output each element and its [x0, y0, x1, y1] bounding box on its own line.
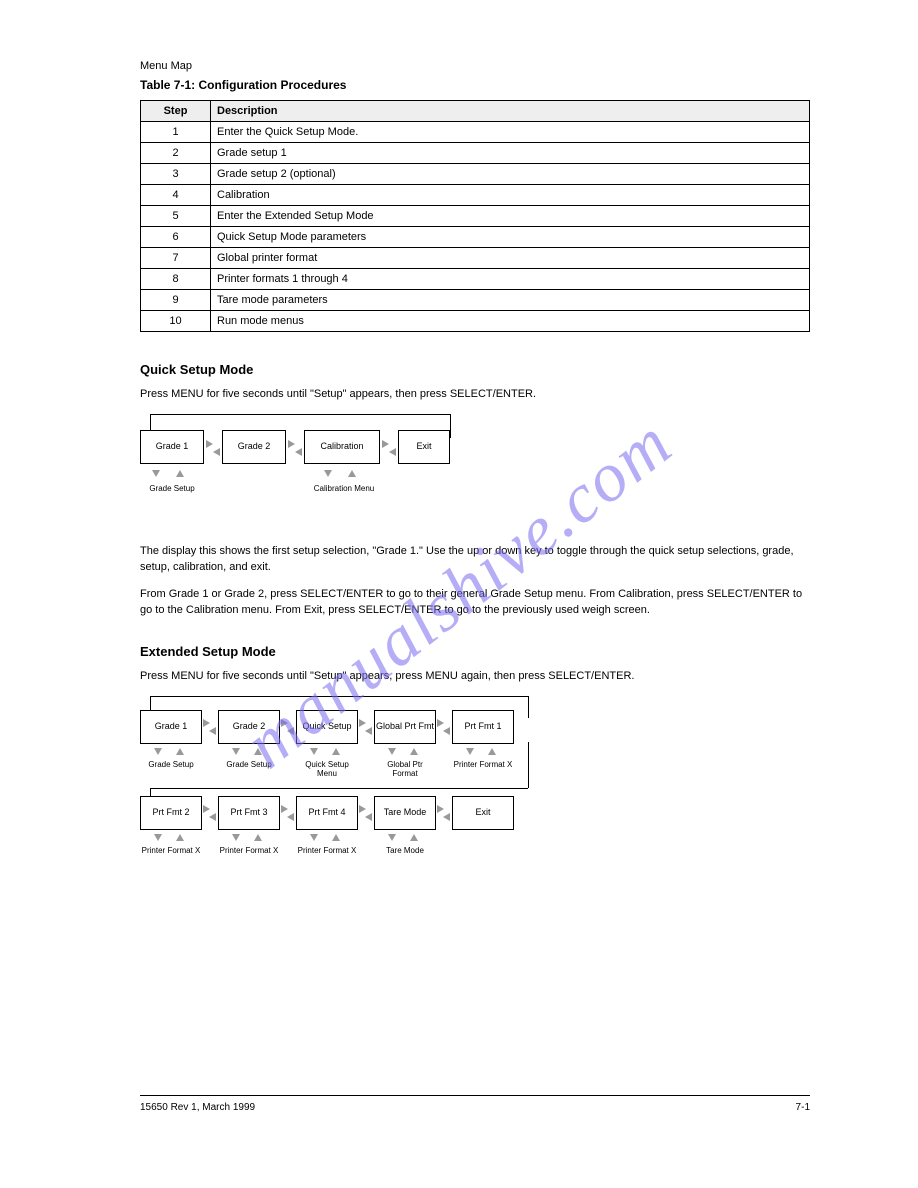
- table-row: 3Grade setup 2 (optional): [141, 164, 810, 185]
- quick-para2: From Grade 1 or Grade 2, press SELECT/EN…: [140, 587, 810, 618]
- ext-below-label: Grade Setup: [140, 760, 202, 769]
- table-row: 1Enter the Quick Setup Mode.: [141, 122, 810, 143]
- table-header-row: Step Description: [141, 101, 810, 122]
- cell-desc: Enter the Extended Setup Mode: [211, 206, 810, 227]
- quick-intro: Press MENU for five seconds until "Setup…: [140, 387, 810, 402]
- quick-below2: Calibration Menu: [308, 484, 380, 493]
- cell-step: 4: [141, 185, 211, 206]
- cell-desc: Run mode menus: [211, 311, 810, 332]
- quick-below1: Grade Setup: [142, 484, 202, 493]
- extended-diagram: Grade 1 Grade Setup Grade 2 Grade Setup Quic…: [140, 696, 810, 896]
- cell-step: 10: [141, 311, 211, 332]
- ext-box: Quick Setup: [296, 710, 358, 744]
- table-row: 7Global printer format: [141, 248, 810, 269]
- ext-below-label: Grade Setup: [218, 760, 280, 769]
- cell-step: 6: [141, 227, 211, 248]
- table-row: 5Enter the Extended Setup Mode: [141, 206, 810, 227]
- box-grade1: Grade 1: [140, 430, 204, 464]
- table-row: 4Calibration: [141, 185, 810, 206]
- page-content: Menu Map Table 7-1: Configuration Proced…: [140, 60, 810, 896]
- ext-box: Grade 2: [218, 710, 280, 744]
- ext-box: Grade 1: [140, 710, 202, 744]
- ext-box: Prt Fmt 2: [140, 796, 202, 830]
- ext-below-label: Tare Mode: [374, 846, 436, 855]
- cell-step: 1: [141, 122, 211, 143]
- ext-box: Global Prt Fmt: [374, 710, 436, 744]
- section-header: Menu Map: [140, 60, 810, 72]
- table-title: Table 7-1: Configuration Procedures: [140, 78, 810, 92]
- table-row: 10Run mode menus: [141, 311, 810, 332]
- cell-desc: Enter the Quick Setup Mode.: [211, 122, 810, 143]
- ext-below-label: Printer Format X: [296, 846, 358, 855]
- cell-desc: Printer formats 1 through 4: [211, 269, 810, 290]
- cell-desc: Calibration: [211, 185, 810, 206]
- cell-step: 8: [141, 269, 211, 290]
- ext-below-label: Printer Format X: [452, 760, 514, 769]
- cell-step: 3: [141, 164, 211, 185]
- cell-desc: Global printer format: [211, 248, 810, 269]
- table-row: 2Grade setup 1: [141, 143, 810, 164]
- col-step: Step: [141, 101, 211, 122]
- footer-right: 7-1: [796, 1102, 810, 1113]
- ext-box: Prt Fmt 1: [452, 710, 514, 744]
- quick-diagram: Grade 1 Grade 2 Calibration Exit Grade S…: [140, 414, 810, 534]
- table-row: 8Printer formats 1 through 4: [141, 269, 810, 290]
- cell-step: 9: [141, 290, 211, 311]
- quick-para1: The display this shows the first setup s…: [140, 544, 810, 575]
- table-row: 6Quick Setup Mode parameters: [141, 227, 810, 248]
- ext-below-label: Global Ptr Format: [374, 760, 436, 778]
- footer-rule: [140, 1095, 810, 1096]
- cell-step: 7: [141, 248, 211, 269]
- box-grade2: Grade 2: [222, 430, 286, 464]
- cell-desc: Tare mode parameters: [211, 290, 810, 311]
- ext-below-label: Quick Setup Menu: [296, 760, 358, 778]
- table-row: 9Tare mode parameters: [141, 290, 810, 311]
- extended-intro: Press MENU for five seconds until "Setup…: [140, 669, 810, 684]
- ext-box: Tare Mode: [374, 796, 436, 830]
- cell-step: 2: [141, 143, 211, 164]
- box-exit: Exit: [398, 430, 450, 464]
- cell-desc: Quick Setup Mode parameters: [211, 227, 810, 248]
- cell-desc: Grade setup 2 (optional): [211, 164, 810, 185]
- ext-box: Prt Fmt 4: [296, 796, 358, 830]
- ext-below-label: Printer Format X: [218, 846, 280, 855]
- footer-left: 15650 Rev 1, March 1999: [140, 1102, 255, 1113]
- quick-setup-heading: Quick Setup Mode: [140, 362, 810, 377]
- config-table: Step Description 1Enter the Quick Setup …: [140, 100, 810, 332]
- cell-desc: Grade setup 1: [211, 143, 810, 164]
- ext-below-label: Printer Format X: [140, 846, 202, 855]
- cell-step: 5: [141, 206, 211, 227]
- ext-box: Prt Fmt 3: [218, 796, 280, 830]
- ext-box: Exit: [452, 796, 514, 830]
- col-desc: Description: [211, 101, 810, 122]
- extended-heading: Extended Setup Mode: [140, 644, 810, 659]
- box-calibration: Calibration: [304, 430, 380, 464]
